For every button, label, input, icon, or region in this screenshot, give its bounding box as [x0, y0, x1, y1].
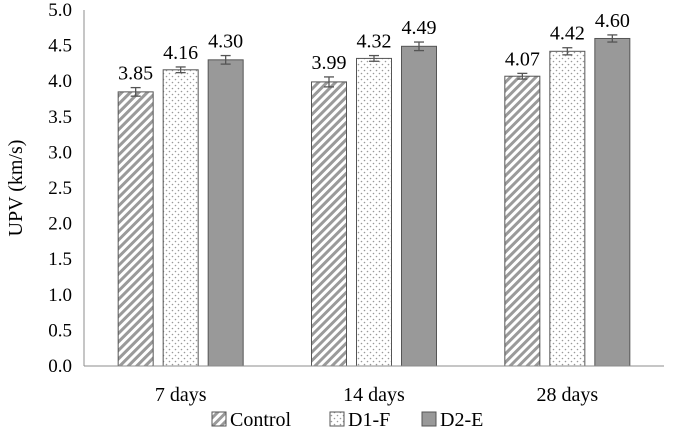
- bars: 3.85 3.99 4.07 4.16 4.32 4.42 4.30 4.49 4.60: [117, 10, 631, 367]
- bar: [311, 81, 347, 367]
- data-label: 4.49: [402, 17, 437, 39]
- y-tick-label: 3.0: [48, 142, 72, 163]
- legend: Control D1-F D2-E: [211, 409, 483, 431]
- data-label: 3.85: [118, 63, 153, 85]
- data-label: 4.32: [357, 31, 392, 53]
- bar: [117, 91, 154, 367]
- data-label: 4.30: [208, 31, 243, 53]
- series-control: 3.85 3.99 4.07: [117, 48, 541, 367]
- data-label: 3.99: [312, 52, 347, 74]
- legend-swatch: [421, 411, 437, 427]
- bar: [549, 50, 586, 367]
- x-category-label: 14 days: [343, 384, 405, 406]
- legend-swatch: [211, 411, 227, 427]
- y-axis-title: UPV (km/s): [5, 140, 27, 237]
- series-d1-f: 4.16 4.32 4.42: [162, 23, 586, 367]
- series-d2-e: 4.30 4.49 4.60: [207, 10, 631, 367]
- y-axis: 0.0 0.5 1.0 1.5 2.0 2.5 3.0 3.5 4.0 4.5 5.0: [48, 0, 85, 377]
- data-label: 4.07: [505, 48, 540, 70]
- y-tick-label: 4.0: [48, 71, 72, 92]
- y-tick-label: 4.5: [48, 36, 72, 57]
- y-tick-label: 3.5: [48, 107, 72, 128]
- x-category-label: 7 days: [155, 384, 207, 406]
- bar: [162, 69, 199, 367]
- bar: [594, 37, 631, 367]
- y-tick-label: 0.5: [48, 320, 72, 341]
- y-tick-label: 5.0: [48, 0, 72, 21]
- bar: [356, 57, 392, 367]
- x-category-label: 28 days: [536, 384, 598, 406]
- legend-label: D1-F: [348, 409, 390, 431]
- y-tick-label: 1.0: [48, 285, 72, 306]
- legend-label: D2-E: [440, 409, 483, 431]
- bar: [504, 75, 541, 367]
- x-axis: 7 days 14 days 28 days: [84, 365, 664, 406]
- y-tick-label: 2.0: [48, 214, 72, 235]
- bar: [207, 59, 244, 367]
- bar: [401, 45, 437, 367]
- y-tick-label: 1.5: [48, 249, 72, 270]
- y-tick-label: 0.0: [48, 356, 72, 377]
- data-label: 4.16: [163, 42, 198, 64]
- legend-swatch: [329, 411, 345, 427]
- data-label: 4.60: [595, 10, 630, 32]
- y-tick-label: 2.5: [48, 178, 72, 199]
- data-label: 4.42: [550, 23, 585, 45]
- legend-label: Control: [230, 409, 292, 431]
